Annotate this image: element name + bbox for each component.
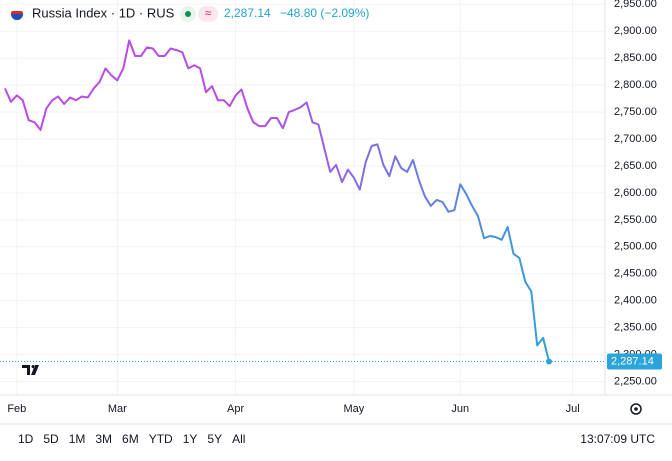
x-tick-label: May [343,403,364,415]
x-tick-label: Apr [227,403,244,415]
y-tick-label: 2,600.00 [614,187,657,199]
range-button[interactable]: 3M [95,432,112,446]
y-tick-label: 2,750.00 [614,106,657,118]
price-label-box [607,353,662,370]
range-button[interactable]: 5D [43,432,59,446]
y-tick-label: 2,900.00 [614,25,657,37]
y-tick-label: 2,450.00 [614,268,657,280]
range-button[interactable]: YTD [149,432,173,446]
tv-logo[interactable] [22,365,39,375]
settings-icon-center [634,407,638,411]
delay-badge[interactable] [198,6,218,22]
symbol-title: Russia Index · 1D · RUS [32,5,175,20]
y-tick-label: 2,650.00 [614,160,657,172]
price-line [4,39,550,362]
flag-icon-top [11,4,23,11]
grid [0,0,605,395]
last-value: 2,287.14 [224,6,271,20]
y-tick-label: 2,850.00 [614,52,657,64]
range-button[interactable]: 1M [69,432,86,446]
y-tick-label: 2,700.00 [614,133,657,145]
plot [0,39,605,365]
price-axis: 2,250.002,300.002,350.002,400.002,450.00… [607,0,662,387]
range-button[interactable]: 1Y [183,432,198,446]
change: −48.80 (−2.09%) [280,6,369,20]
y-tick-label: 2,400.00 [614,295,657,307]
price-label: 2,287.14 [611,355,654,367]
toolbar: 1D 5D 1M 3M 6M YTD 1Y 5Y All [18,432,245,446]
range-button[interactable]: 5Y [207,432,222,446]
y-tick-label: 2,250.00 [614,375,657,387]
y-tick-label: 2,500.00 [614,241,657,253]
x-tick-label: Jul [566,403,580,415]
range-button[interactable]: 6M [122,432,139,446]
settings-icon[interactable] [630,403,642,415]
y-tick-label: 2,350.00 [614,322,657,334]
flag-icon-lower [11,14,23,20]
y-tick-label: 2,800.00 [614,79,657,91]
last-point [546,358,552,365]
x-tick-label: Mar [108,403,127,415]
delay-icon: ≈ [205,6,212,20]
y-tick-label: 2,950.00 [614,0,657,10]
x-tick-label: Feb [7,403,26,415]
y-tick-label: 2,550.00 [614,214,657,226]
x-tick-label: Jun [451,403,469,415]
range-button[interactable]: 1D [18,432,34,446]
range-button[interactable]: All [232,432,245,446]
status-dot [185,11,191,17]
clock: 13:07:09 UTC [580,432,655,446]
